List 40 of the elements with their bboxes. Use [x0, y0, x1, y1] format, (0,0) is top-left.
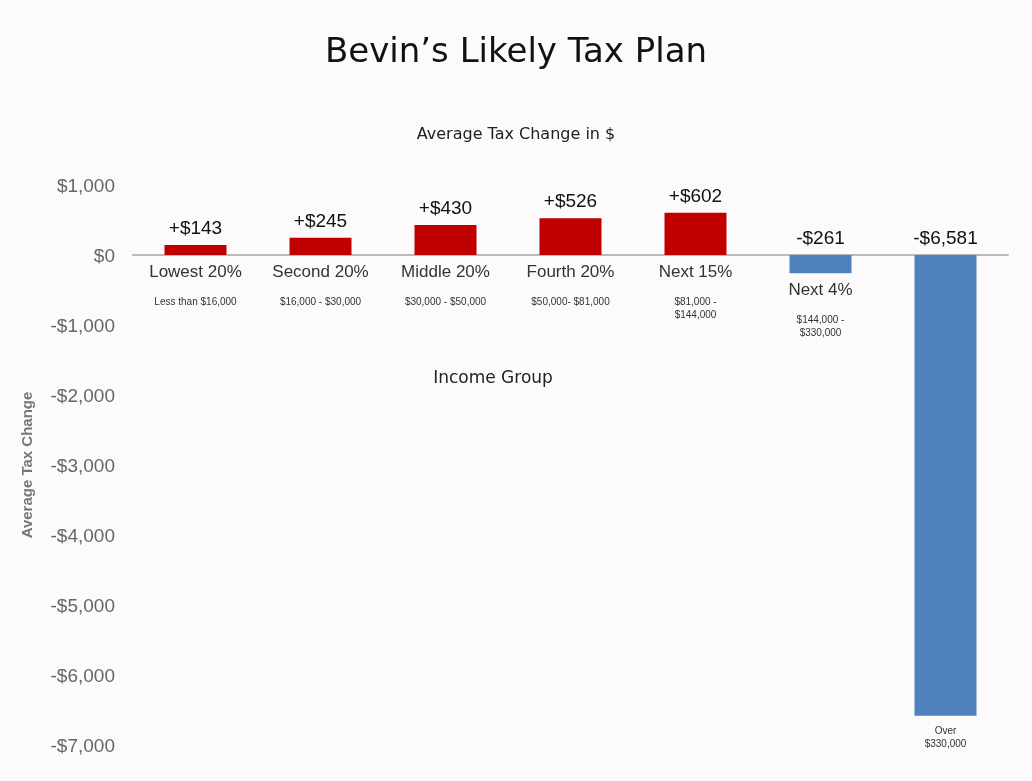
x-tick-label: Middle 20%	[401, 262, 490, 281]
bar	[914, 255, 977, 716]
data-label: -$6,581	[913, 227, 978, 248]
bar	[164, 244, 227, 255]
bar	[789, 255, 852, 274]
y-tick-label: -$3,000	[50, 454, 115, 476]
data-label: +$526	[543, 190, 598, 212]
chart-title: Bevin’s Likely Tax Plan	[324, 30, 708, 70]
annotation: $81,000 - $144,000	[674, 296, 717, 320]
x-tick-label: Second 20%	[272, 262, 369, 281]
y-tick-label: $0	[93, 244, 115, 266]
x-tick-label: Next 15%	[658, 262, 733, 281]
y-tick-label: $1,000	[56, 174, 115, 196]
annotation: Over $330,000	[924, 724, 967, 749]
chart-subtitle: Average Tax Change in $	[416, 123, 616, 143]
x-tick-label: Fourth 20%	[526, 262, 615, 281]
annotation: $144,000 - $330,000	[796, 314, 845, 339]
y-tick-label: -$5,000	[50, 594, 115, 616]
data-label: -$261	[796, 227, 845, 248]
bar	[414, 224, 477, 255]
x-axis-title: Income Group	[433, 366, 553, 387]
data-label: +$143	[168, 216, 223, 238]
annotation: $50,000- $81,000	[531, 296, 611, 307]
annotation: $30,000 - $50,000	[404, 296, 487, 307]
bar	[664, 212, 727, 255]
y-tick-label: -$2,000	[50, 384, 115, 406]
y-tick-label: -$6,000	[50, 664, 115, 686]
x-tick-label: Lowest 20%	[149, 262, 242, 281]
data-label: +$602	[668, 184, 723, 206]
data-label: +$430	[418, 196, 473, 218]
y-tick-label: -$7,000	[50, 734, 115, 756]
annotation: $16,000 - $30,000	[279, 296, 362, 307]
bar	[539, 218, 602, 255]
y-tick-label: -$4,000	[50, 524, 115, 546]
data-label: +$245	[293, 209, 348, 231]
y-tick-label: -$1,000	[50, 314, 115, 336]
y-axis-title: Average Tax Change	[17, 391, 35, 539]
bar	[289, 237, 352, 255]
annotation: Less than $16,000	[154, 296, 238, 307]
x-tick-label: Next 4%	[788, 280, 853, 300]
